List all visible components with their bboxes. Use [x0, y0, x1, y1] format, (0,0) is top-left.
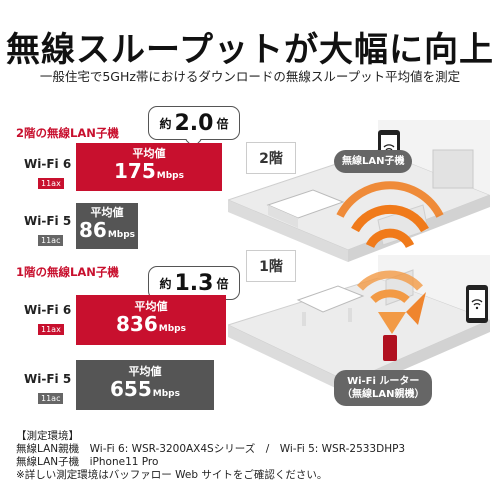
chair-icon [302, 312, 306, 326]
wifi6-label-1f: Wi-Fi 6 11ax [24, 303, 71, 336]
wifi5-label-1f: Wi-Fi 5 11ac [24, 372, 71, 405]
floor2-badge: 2階 [246, 142, 296, 174]
wifi-icon [471, 299, 483, 306]
bed-icon [266, 189, 345, 219]
wifi-wave-icon [351, 204, 429, 233]
ratio-value: 2.0 [174, 110, 214, 136]
signal-cone-icon [406, 292, 426, 325]
page-title: 無線スループットが大幅に向上 [6, 30, 494, 70]
wifi-icon [383, 144, 395, 151]
wifi6-bar-2f: 平均値 175Mbps [76, 143, 222, 191]
bar-unit: Mbps [158, 324, 186, 334]
second-floor-ratio-bubble: 約 2.0 倍 [148, 106, 240, 140]
dining-table-icon [296, 285, 365, 313]
floor1-badge: 1階 [246, 250, 296, 282]
house-svg [226, 120, 492, 394]
measurement-environment: 【測定環境】 無線LAN親機 Wi-Fi 6: WSR-3200AX4Sシリーズ… [16, 430, 486, 482]
wifi-standard-name: Wi-Fi 6 [24, 157, 72, 171]
bar-unit: Mbps [152, 389, 180, 399]
bar-value: 175 [114, 159, 156, 183]
wifi5-bar-1f: 平均値 655Mbps [76, 360, 214, 410]
bar-unit: Mbps [107, 230, 136, 240]
ratio-prefix: 約 [159, 116, 172, 131]
client-tag: 無線LAN子機 [334, 150, 413, 173]
environment-line: 無線LAN親機 Wi-Fi 6: WSR-3200AX4Sシリーズ / Wi-F… [16, 443, 406, 455]
ratio-suffix: 倍 [216, 116, 229, 131]
signal-cone-icon [378, 312, 406, 334]
ratio-value: 1.3 [174, 270, 214, 296]
bar-caption: 平均値 [132, 147, 166, 160]
router-icon [383, 335, 397, 361]
wifi6-bar-1f: 平均値 836Mbps [76, 295, 226, 345]
first-floor-label: 1階の無線LAN子機 [16, 265, 119, 279]
bar-unit: Mbps [156, 171, 184, 181]
wifi-wave-icon [336, 181, 444, 218]
wifi6-label-2f: Wi-Fi 6 11ax [24, 157, 71, 190]
wifi-wave-icon [357, 270, 423, 291]
second-floor-label: 2階の無線LAN子機 [16, 126, 119, 140]
wifi5-bar-2f: 平均値 86Mbps [76, 203, 138, 249]
environment-line: 無線LAN子機 iPhone11 Pro [16, 456, 159, 468]
bed-side [268, 205, 298, 228]
environment-note: ※詳しい測定環境はバッファロー Web サイトをご確認ください。 [16, 469, 328, 481]
wifi-standard-name: Wi-Fi 5 [24, 372, 72, 386]
first-floor-ratio-bubble: 約 1.3 倍 [148, 266, 240, 300]
shelf-icon [432, 149, 474, 189]
router-tag: Wi-Fi ルーター （無線LAN親機） [334, 370, 433, 406]
lower-floor-edge [228, 325, 348, 394]
bar-value: 655 [110, 377, 152, 401]
environment-heading: 【測定環境】 [16, 430, 79, 442]
wifi5-label-2f: Wi-Fi 5 11ac [24, 214, 71, 247]
bar-caption: 平均値 [134, 300, 168, 313]
wifi-standard-code: 11ax [38, 178, 64, 189]
wifi-standard-code: 11ac [38, 393, 64, 404]
ratio-prefix: 約 [159, 276, 172, 291]
wifi-wave-icon [370, 289, 410, 304]
bar-value: 86 [78, 218, 107, 242]
upper-floor-edge [228, 200, 348, 262]
wifi-standard-code: 11ax [38, 324, 64, 335]
bar-caption: 平均値 [90, 206, 124, 219]
wifi-standard-name: Wi-Fi 5 [24, 214, 72, 228]
wifi-icon-dot [475, 306, 479, 310]
chair-icon [348, 308, 352, 322]
bar-value: 836 [116, 312, 158, 336]
bar-caption: 平均値 [128, 365, 162, 378]
house-illustration: 2階 1階 無線LAN子機 Wi-Fi ルーター （無線LAN親機） [226, 120, 492, 420]
wifi-standard-name: Wi-Fi 6 [24, 303, 72, 317]
ratio-suffix: 倍 [216, 276, 229, 291]
wifi-wave-icon [365, 228, 415, 249]
wifi-standard-code: 11ac [38, 235, 64, 246]
lower-wall [378, 255, 490, 320]
router-tag-line1: Wi-Fi ルーター [347, 376, 420, 387]
page-subtitle: 一般住宅で5GHz帯におけるダウンロードの無線スループット平均値を測定 [39, 69, 461, 84]
router-tag-line2: （無線LAN親機） [342, 389, 425, 400]
